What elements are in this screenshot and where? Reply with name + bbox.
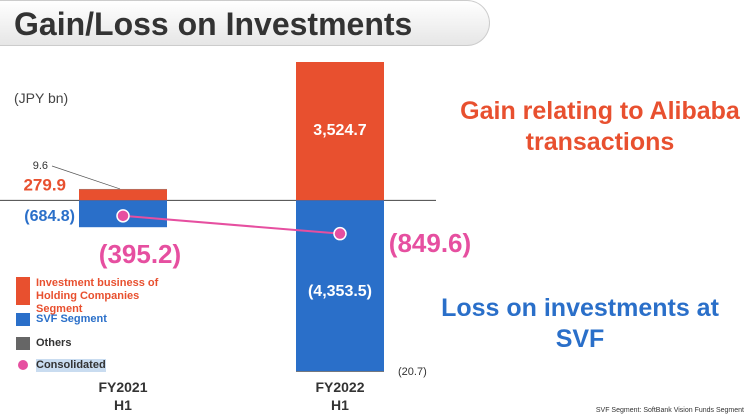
- consolidated-point: [333, 226, 347, 241]
- bar-segment: [296, 371, 384, 372]
- unit-label: (JPY bn): [14, 90, 69, 106]
- consolidated-line: [122, 214, 341, 235]
- data-label: (4,353.5): [308, 283, 372, 300]
- legend-label: Others: [36, 337, 72, 349]
- title-banner: Gain/Loss on Investments: [0, 0, 490, 46]
- consolidated-point: [116, 209, 130, 223]
- legend-label: Investment business of Holding Companies…: [36, 277, 159, 315]
- data-label: (395.2): [99, 239, 181, 269]
- legend-label: SVF Segment: [36, 313, 107, 325]
- leader-line: [51, 165, 121, 190]
- bar-segment: [296, 62, 384, 201]
- data-label: 9.6: [33, 160, 48, 172]
- annotation: Gain relating to Alibaba transactions: [460, 97, 740, 156]
- x-tick-label: FY2022 H1: [315, 379, 365, 413]
- x-tick-label: FY2021 H1: [98, 379, 148, 413]
- data-label: (849.6): [389, 228, 471, 258]
- footnote: SVF Segment: SoftBank Vision Funds Segme…: [595, 407, 744, 414]
- data-label: (684.8): [24, 208, 75, 225]
- annotation: Loss on investments at SVF: [441, 294, 719, 353]
- data-label: (20.7): [398, 366, 427, 378]
- chart-title: Gain/Loss on Investments: [14, 6, 413, 42]
- legend-label: Consolidated: [36, 359, 106, 372]
- legend-swatch: [16, 313, 30, 326]
- bar-segment: [79, 189, 167, 201]
- legend-swatch: [18, 360, 28, 370]
- legend-swatch: [16, 277, 30, 305]
- legend-swatch: [16, 337, 30, 350]
- data-label: 279.9: [23, 175, 66, 194]
- data-label: 3,524.7: [313, 122, 366, 139]
